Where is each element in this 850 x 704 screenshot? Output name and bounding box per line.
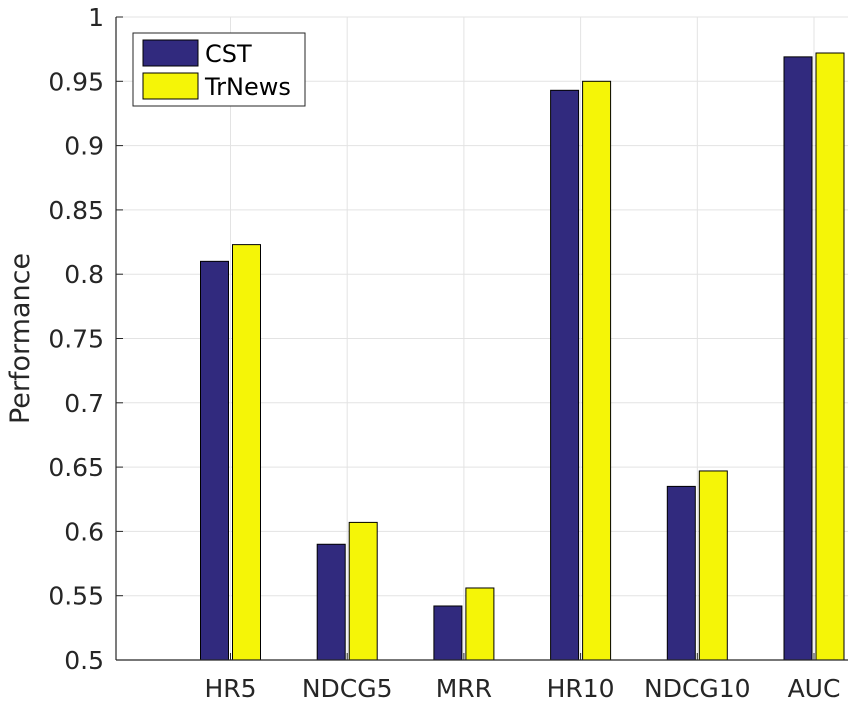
x-tick-label: HR5 [204,674,256,703]
y-tick-label: 0.75 [48,325,104,354]
tick-labels: 0.5 0.55 0.6 0.65 0.7 0.75 0.8 0.85 0.9 0.95 1 HR5 N… [48,3,840,703]
bar-trnews-mrr [465,587,495,661]
bar-trnews-hr5 [232,244,261,661]
x-tick-label: NDCG10 [644,674,751,703]
y-tick-label: 0.5 [64,646,104,675]
bar-cst-mrr [433,605,463,661]
axes [115,16,848,661]
x-tick-label: HR10 [547,674,615,703]
y-tick-label: 0.7 [64,389,104,418]
y-tick-label: 0.55 [48,582,104,611]
bar-trnews-ndcg5 [348,521,378,661]
y-tick-label: 0.6 [64,517,104,546]
x-tick-label: AUC [788,674,841,703]
bars [200,52,845,661]
bar-trnews-ndcg10 [698,470,728,661]
x-tick-label: MRR [436,674,492,703]
bar-cst-hr5 [200,260,229,661]
legend-swatch-trnews [142,72,199,100]
bar-cst-auc [783,56,813,661]
y-tick-label: 1 [88,3,104,32]
bar-cst-ndcg5 [316,543,346,661]
bar-cst-hr10 [550,89,580,661]
y-tick-label: 0.9 [64,132,104,161]
y-tick-label: 0.95 [48,67,104,96]
y-tick-label: 0.8 [64,260,104,289]
legend: CST TrNews [132,32,306,107]
y-tick-label: 0.85 [48,196,104,225]
legend-swatch-cst [142,39,199,67]
y-tick-label: 0.65 [48,453,104,482]
x-tick-label: NDCG5 [302,674,393,703]
bar-trnews-auc [815,52,845,661]
legend-label-trnews: TrNews [204,73,291,101]
bar-trnews-hr10 [582,80,612,661]
y-axis-label: Performance [5,253,36,424]
bar-cst-ndcg10 [666,485,696,661]
legend-label-cst: CST [205,40,252,68]
